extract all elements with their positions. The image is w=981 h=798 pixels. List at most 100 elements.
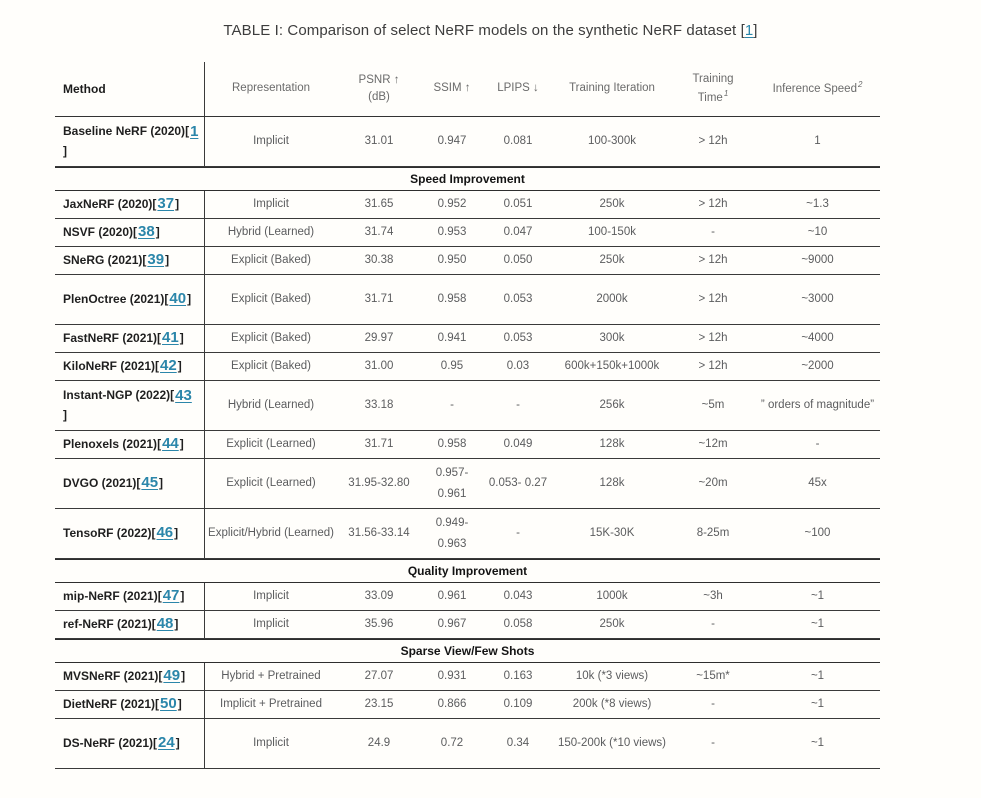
section-header-row: Speed Improvement [55, 167, 880, 191]
cell-training-time: ~15m* [696, 670, 730, 683]
caption-citation-link[interactable]: 1 [744, 22, 754, 39]
caption-close-bracket: ] [753, 22, 758, 39]
cell-ssim: 0.931 [437, 670, 467, 683]
cell-ssim: 0.947 [437, 135, 467, 148]
method-cell: JaxNeRF (2020)[37] [55, 191, 205, 218]
citation-link[interactable]: 1 [190, 122, 199, 140]
header-lpips: LPIPS ↓ [497, 82, 539, 95]
cell-representation: Implicit + Pretrained [220, 698, 322, 711]
cell-inference-speed: 45x [808, 477, 827, 490]
citation-link[interactable]: 43 [175, 386, 192, 404]
citation-link[interactable]: 37 [157, 195, 175, 213]
cell-ssim: 0.949- 0.963 [435, 517, 469, 550]
cell-inference-speed: ~1 [810, 698, 825, 711]
method-cell: Instant-NGP (2022) [43] [55, 381, 205, 430]
cell-ssim: 0.957- 0.961 [435, 467, 469, 500]
cell-training-iteration: 15K-30K [589, 527, 635, 540]
cell-training-iteration: 256k [599, 399, 625, 412]
method-cell: Baseline NeRF (2020)[1] [55, 117, 205, 166]
cell-lpips: 0.047 [503, 226, 533, 239]
citation-close-bracket: ] [155, 224, 160, 239]
table-caption: TABLE I: Comparison of select NeRF model… [0, 0, 981, 62]
header-training-time: Training Time1 [692, 72, 734, 104]
cell-ssim: 0.950 [437, 254, 467, 267]
citation-link[interactable]: 48 [156, 615, 174, 633]
cell-inference-speed: ~100 [804, 527, 831, 540]
citation-link[interactable]: 47 [162, 587, 180, 605]
cell-lpips: 0.163 [503, 670, 533, 683]
citation-link[interactable]: 40 [169, 290, 187, 308]
citation-link[interactable]: 39 [147, 251, 165, 269]
header-psnr: PSNR ↑ (dB) [358, 73, 400, 103]
section-header-row: Sparse View/Few Shots [55, 639, 880, 663]
citation-link[interactable]: 45 [141, 474, 159, 492]
citation-close-bracket: ] [159, 475, 164, 490]
method-cell: DietNeRF (2021)[50] [55, 691, 205, 718]
table-row: Plenoxels (2021) [44] Explicit (Learned) 3… [55, 431, 880, 459]
citation-close-bracket: ] [175, 735, 180, 750]
citation-close-bracket: ] [181, 668, 186, 683]
table-row: KiloNeRF (2021) [42] Explicit (Baked) 31.0… [55, 353, 880, 381]
table-row: DVGO (2021) [45] Explicit (Learned) 31.95-… [55, 459, 880, 509]
cell-representation: Explicit (Learned) [226, 438, 316, 451]
cell-lpips: 0.053 [503, 332, 533, 345]
cell-lpips: 0.053 [503, 293, 533, 306]
cell-training-time: ~20m [698, 477, 728, 490]
citation-link[interactable]: 42 [160, 357, 177, 375]
cell-inference-speed: ~2000 [801, 360, 834, 373]
cell-training-time: > 12h [698, 198, 728, 211]
cell-training-iteration: 150-200k (*10 views) [557, 737, 667, 750]
cell-lpips: 0.053- 0.27 [488, 477, 548, 490]
table-body: Baseline NeRF (2020)[1] Implicit 31.01 0.94… [55, 117, 880, 769]
cell-training-iteration: 128k [599, 477, 625, 490]
cell-ssim: 0.95 [440, 360, 464, 373]
cell-lpips: 0.049 [503, 438, 533, 451]
method-name: NSVF (2020) [63, 224, 134, 239]
cell-ssim: 0.953 [437, 226, 467, 239]
section-header-row: Quality Improvement [55, 559, 880, 583]
cell-psnr: 31.56-33.14 [348, 527, 410, 540]
citation-link[interactable]: 46 [156, 524, 174, 542]
method-cell: FastNeRF (2021) [41] [55, 325, 205, 352]
cell-representation: Explicit (Baked) [231, 360, 311, 373]
method-name: FastNeRF (2021) [63, 330, 158, 345]
method-cell: NSVF (2020) [38] [55, 219, 205, 246]
table-row: JaxNeRF (2020)[37] Implicit 31.65 0.952 0.05… [55, 191, 880, 219]
citation-link[interactable]: 41 [162, 329, 179, 347]
cell-psnr: 31.74 [364, 226, 394, 239]
cell-training-iteration: 250k [599, 254, 625, 267]
citation-link[interactable]: 50 [160, 695, 177, 713]
table-caption-text: TABLE I: Comparison of select NeRF model… [223, 22, 741, 39]
cell-representation: Explicit (Learned) [226, 477, 316, 490]
method-name: DietNeRF (2021) [63, 696, 156, 711]
header-training-iteration: Training Iteration [569, 82, 655, 95]
method-name: KiloNeRF (2021) [63, 358, 156, 373]
citation-open-bracket: [ [151, 525, 156, 540]
cell-psnr: 24.9 [367, 737, 391, 750]
cell-inference-speed: ” orders of magnitude” [760, 399, 875, 412]
citation-open-bracket: [ [157, 436, 162, 451]
caption-open-bracket: [ [740, 22, 745, 39]
citation-link[interactable]: 44 [162, 435, 179, 453]
citation-open-bracket: [ [133, 224, 138, 239]
cell-inference-speed: ~1 [810, 590, 825, 603]
cell-psnr: 27.07 [364, 670, 394, 683]
cell-inference-speed: ~1.3 [806, 198, 829, 211]
citation-link[interactable]: 49 [163, 667, 181, 685]
footnote-marker-1: 1 [723, 89, 729, 99]
method-cell: DVGO (2021) [45] [55, 459, 205, 508]
citation-close-bracket: ] [174, 616, 179, 631]
citation-link[interactable]: 24 [158, 734, 175, 752]
section-label: Quality Improvement [407, 564, 528, 578]
cell-training-time: > 12h [698, 332, 728, 345]
citation-link[interactable]: 38 [138, 223, 155, 241]
cell-training-time: > 12h [698, 135, 728, 148]
table-row: MVSNeRF (2021)[49] Hybrid + Pretrained 27.… [55, 663, 880, 691]
cell-lpips: 0.34 [506, 737, 530, 750]
section-label: Sparse View/Few Shots [400, 644, 535, 658]
cell-training-iteration: 100-300k [588, 135, 636, 148]
cell-psnr: 33.09 [364, 590, 394, 603]
method-cell: Plenoxels (2021) [44] [55, 431, 205, 458]
cell-training-time: ~12m [698, 438, 728, 451]
cell-psnr: 35.96 [364, 618, 394, 631]
